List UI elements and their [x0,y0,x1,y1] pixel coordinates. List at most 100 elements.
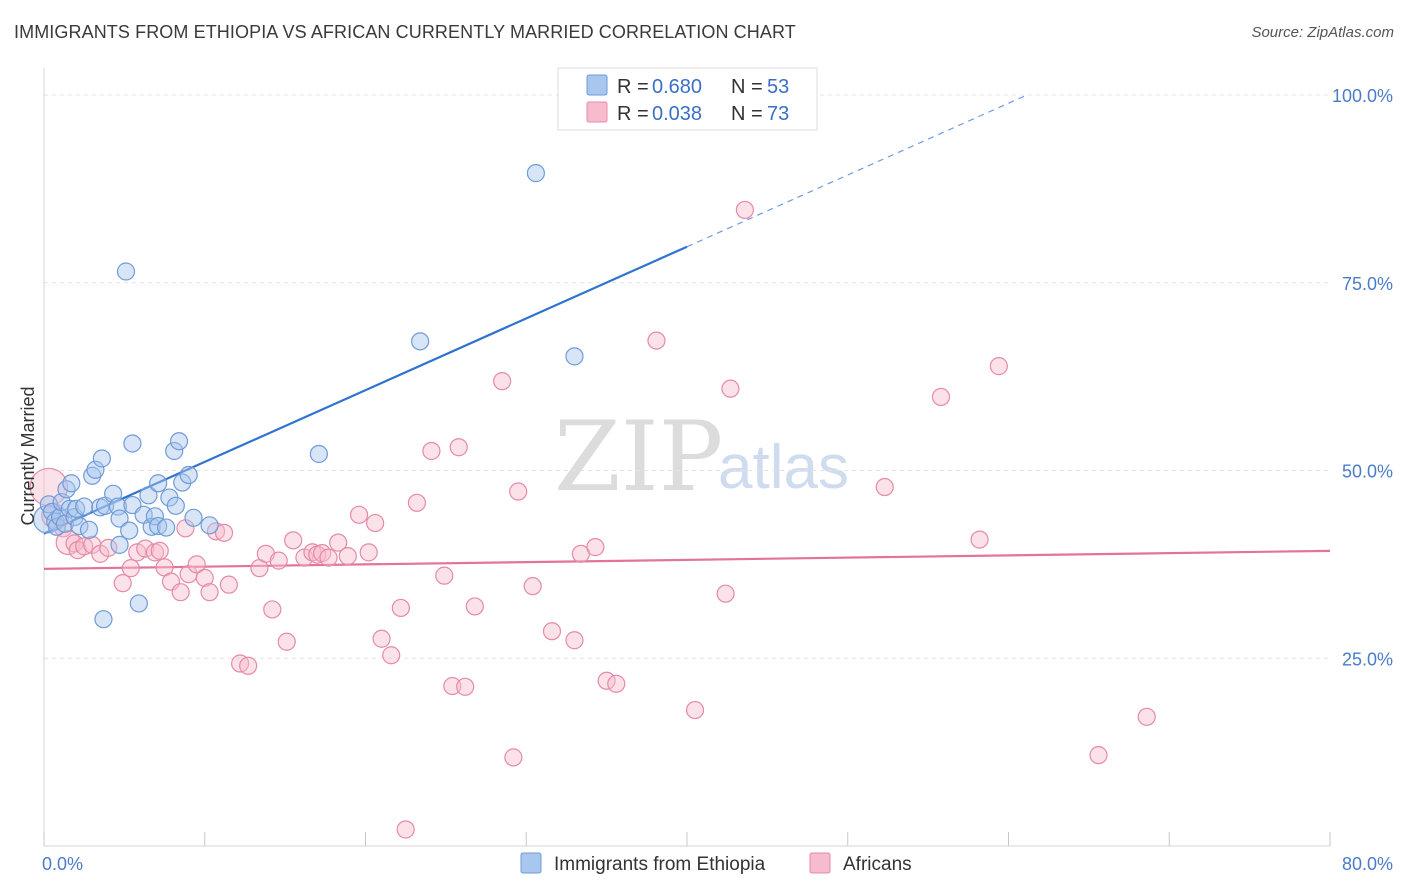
data-point-africans [647,331,666,350]
data-point-ethiopia [123,434,142,453]
ethiopia-points [33,164,584,629]
legend-n-value-ethiopia: 53 [767,76,789,98]
data-point-ethiopia [86,460,105,479]
data-point-africans [121,559,140,578]
data-point-africans [303,543,322,562]
data-point-africans [1089,746,1108,765]
data-point-africans [422,441,441,461]
data-point-africans [319,548,338,567]
data-point-africans [187,555,206,574]
legend-r-label-ethiopia: R = [617,76,649,98]
data-point-africans [542,622,562,641]
data-point-africans [284,531,303,550]
grid-lines [44,94,1330,659]
axes [43,68,1331,847]
y-tick-label: 50.0% [1342,462,1393,482]
data-point-africans [1137,707,1156,726]
data-point-africans [493,372,512,391]
data-point-africans [504,748,523,767]
chart-title: IMMIGRANTS FROM ETHIOPIA VS AFRICAN CURR… [14,22,796,42]
watermark-zip: ZIP [554,401,723,513]
legend-swatch-africans [586,101,608,123]
watermark-atlas: atlas [718,433,849,502]
data-point-africans [277,632,296,651]
data-point-africans [239,656,258,675]
x-tick-label-max: 80.0% [1342,854,1393,874]
data-point-africans [456,677,475,696]
data-point-africans [685,700,705,720]
data-point-ethiopia [79,520,99,539]
data-point-africans [716,584,735,603]
data-point-africans [263,600,282,619]
series-swatch-africans [809,852,831,874]
data-point-ethiopia [70,516,89,536]
data-point-africans [435,566,454,585]
data-point-ethiopia [184,508,203,527]
data-point-africans [372,629,391,648]
data-point-africans [195,568,214,588]
legend-n-value-africans: 73 [767,103,789,125]
data-point-africans [931,387,951,407]
data-point-africans [509,482,528,501]
data-point-africans [523,577,542,596]
data-point-africans [391,598,410,618]
data-point-africans [443,676,462,696]
legend-n-label-africans: N = [731,103,763,125]
data-point-africans [219,575,238,594]
data-point-africans [338,547,357,566]
data-point-ethiopia [110,509,129,528]
data-point-ethiopia [145,507,165,526]
africans-points [29,200,1156,839]
data-point-ethiopia [116,262,136,281]
series-label-africans: Africans [843,854,912,875]
data-point-africans [465,597,484,616]
data-point-africans [970,530,989,549]
data-point-africans [396,820,415,839]
data-point-africans [359,543,378,562]
correlation-legend: R = 0.680 N = 53 R = 0.038 N = 73 [557,67,818,131]
trend-line-ethiopia-extension [686,95,1025,248]
data-point-ethiopia [411,332,430,351]
trend-line-ethiopia [43,245,688,535]
data-point-africans [349,505,369,524]
data-point-africans [214,523,234,542]
legend-swatch-ethiopia [586,74,608,96]
data-point-africans [586,538,605,557]
legend-r-label-africans: R = [617,103,649,125]
data-point-africans [99,538,118,557]
data-point-africans [329,533,348,552]
data-point-ethiopia [94,610,113,629]
data-point-ethiopia [120,521,139,540]
data-point-ethiopia [200,516,219,535]
data-point-ethiopia [157,518,176,537]
data-point-ethiopia [149,474,168,493]
data-point-ethiopia [526,164,545,183]
data-point-ethiopia [565,347,584,366]
data-point-ethiopia [309,444,328,464]
data-point-ethiopia [173,473,192,492]
trend-line-africans [43,549,1331,570]
data-point-ethiopia [62,474,81,493]
legend-r-value-ethiopia: 0.680 [652,76,702,98]
data-point-ethiopia [75,497,94,516]
data-point-ethiopia [169,432,189,451]
data-point-africans [269,551,288,570]
data-point-ethiopia [165,441,184,461]
data-point-africans [55,530,81,556]
data-point-africans [721,379,740,398]
legend-r-value-africans: 0.038 [652,103,702,125]
series-legend: Immigrants from Ethiopia Africans [520,852,912,875]
data-point-ethiopia [92,449,111,468]
x-tick-label-min: 0.0% [42,854,83,874]
data-point-africans [565,631,584,650]
data-point-africans [200,583,219,602]
data-point-africans [607,674,626,693]
data-point-africans [113,574,132,593]
y-tick-label: 25.0% [1342,649,1393,669]
data-point-ethiopia [166,496,185,515]
y-tick-label: 100.0% [1332,86,1393,106]
legend-n-label-ethiopia: N = [731,76,763,98]
data-point-ethiopia [139,486,158,505]
data-point-africans [171,583,190,602]
